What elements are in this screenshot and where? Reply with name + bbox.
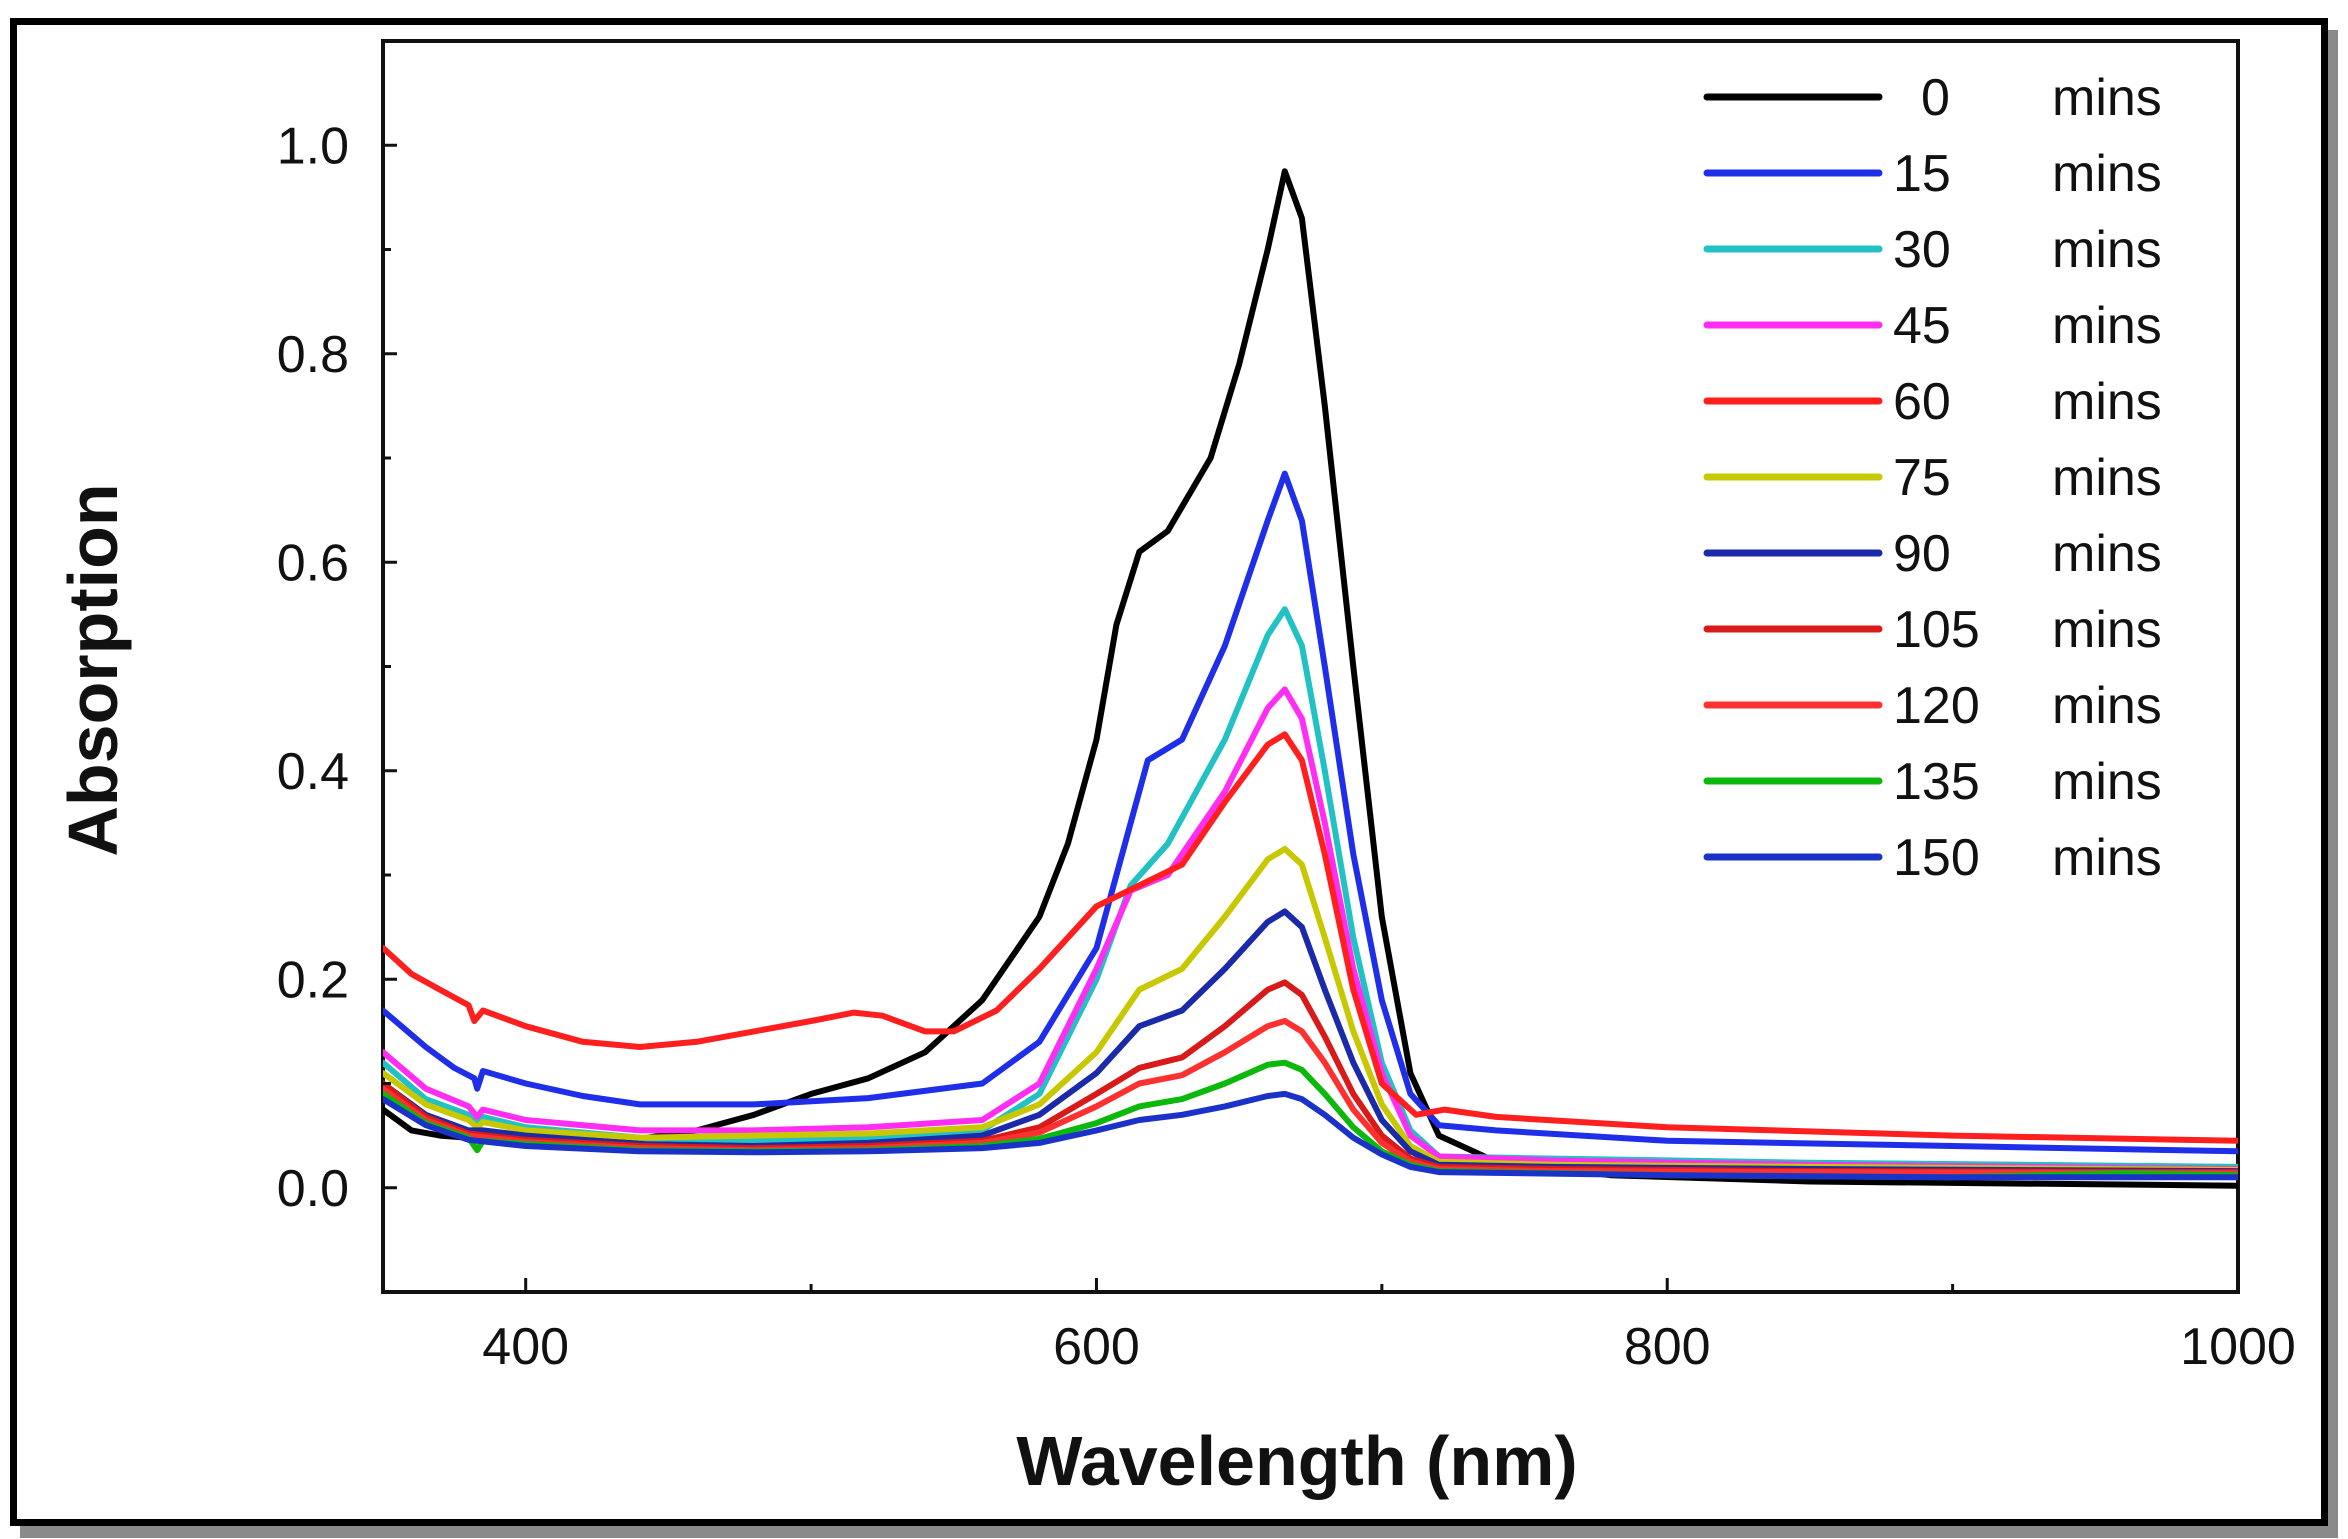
x-tick-label: 600 <box>1053 1318 1140 1376</box>
legend-label-value: 135 <box>1893 753 1980 811</box>
legend-label-value: 30 <box>1893 221 1951 279</box>
y-axis-title: Absorption <box>54 483 132 856</box>
legend-label-unit: mins <box>2052 145 2162 203</box>
y-tick-label: 1.0 <box>277 117 349 175</box>
x-axis-title: Wavelength (nm) <box>1016 1422 1577 1500</box>
legend-label-value: 45 <box>1893 297 1951 355</box>
figure-frame: 400 600 800 1000 0.0 0.2 0.4 0.6 0.8 1.0 0 mins 15… <box>10 18 2328 1526</box>
series-line-135-mins <box>383 1059 2238 1181</box>
x-tick-label: 1000 <box>2180 1318 2296 1376</box>
y-tick-label: 0.0 <box>277 1160 349 1218</box>
legend-label-value: 60 <box>1893 373 1951 431</box>
legend: 0 mins 15 mins 30 mins 45 mins 60 mins 75 mins 90 min… <box>1703 69 2162 887</box>
series-line-75-mins <box>383 845 2238 1173</box>
legend-label-value: 0 <box>1921 69 1950 127</box>
y-tick-label: 0.2 <box>277 951 349 1009</box>
x-tick-label: 400 <box>482 1318 569 1376</box>
legend-label-value: 120 <box>1893 677 1980 735</box>
legend-label-unit: mins <box>2052 449 2162 507</box>
legend-label-value: 150 <box>1893 829 1980 887</box>
x-tick-label: 800 <box>1624 1318 1711 1376</box>
legend-label-unit: mins <box>2052 69 2162 127</box>
legend-label-unit: mins <box>2052 753 2162 811</box>
legend-label-unit: mins <box>2052 525 2162 583</box>
series-line-15-mins <box>383 470 2238 1155</box>
legend-label-unit: mins <box>2052 677 2162 735</box>
legend-label-value: 15 <box>1893 145 1951 203</box>
series-line-90-mins <box>383 908 2238 1175</box>
legend-label-unit: mins <box>2052 829 2162 887</box>
y-tick-label: 0.4 <box>277 743 349 801</box>
legend-label-unit: mins <box>2052 297 2162 355</box>
y-axis: 0.0 0.2 0.4 0.6 0.8 1.0 <box>277 117 397 1218</box>
x-axis: 400 600 800 1000 <box>482 1278 2296 1376</box>
series-line-150-mins <box>383 1090 2238 1181</box>
legend-label-unit: mins <box>2052 221 2162 279</box>
legend-label-unit: mins <box>2052 373 2162 431</box>
series-line-60-mins <box>383 731 2238 1144</box>
y-tick-label: 0.6 <box>277 534 349 592</box>
legend-label-unit: mins <box>2052 601 2162 659</box>
legend-label-value: 105 <box>1893 601 1980 659</box>
series-layer <box>383 168 2238 1189</box>
absorption-chart: 400 600 800 1000 0.0 0.2 0.4 0.6 0.8 1.0 0 mins 15… <box>54 39 2296 1500</box>
legend-label-value: 75 <box>1893 449 1951 507</box>
y-tick-label: 0.8 <box>277 326 349 384</box>
legend-label-value: 90 <box>1893 525 1951 583</box>
